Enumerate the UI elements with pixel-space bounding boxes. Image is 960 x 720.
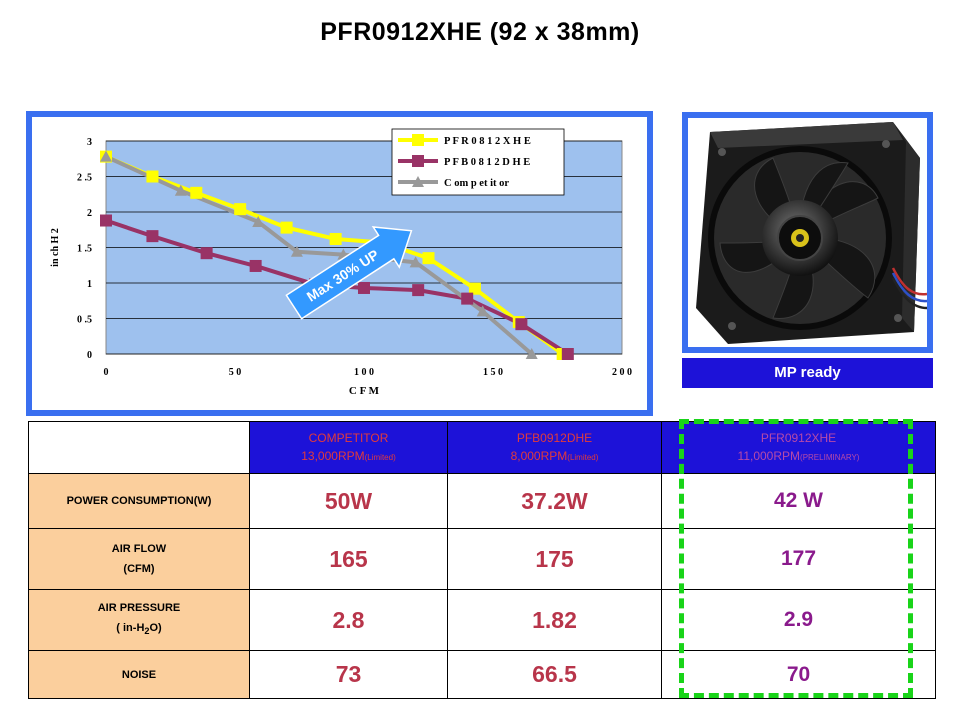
data-point: [252, 215, 265, 227]
data-point: [146, 170, 159, 183]
data-point: [515, 318, 528, 331]
legend-label: P F B 0 8 1 2 D H E: [444, 157, 530, 168]
row-label-noise: NOISE: [28, 650, 250, 699]
column-rpm: 8,000RPM: [510, 448, 568, 463]
value-cell: 73: [249, 650, 448, 699]
data-point: [412, 155, 424, 167]
legend-label: C om p et it or: [444, 178, 509, 189]
column-name: PFR0912XHE: [760, 430, 837, 445]
legend-label: P F R 0 8 1 2 X H E: [444, 136, 531, 147]
y-tick-label: 3: [87, 137, 92, 148]
value-cell: 70: [661, 650, 936, 699]
data-point: [200, 247, 213, 260]
row-label-text: AIR FLOW: [111, 543, 167, 555]
row-label-text: POWER CONSUMPTION(W): [66, 495, 212, 507]
data-point: [280, 221, 293, 234]
value-cell: 42 W: [661, 473, 936, 529]
row-label-text: AIR PRESSURE: [97, 602, 181, 615]
data-point: [174, 184, 187, 196]
y-tick-label: 0 .5: [77, 315, 92, 326]
data-point: [409, 256, 422, 268]
table-row: POWER CONSUMPTION(W) 50W 37.2W 42 W: [28, 473, 936, 529]
value-cell: 1.82: [447, 589, 662, 651]
column-name: PFB0912DHE: [516, 430, 593, 445]
slide-title: PFR0912XHE (92 x 38mm): [320, 18, 640, 46]
value-cell: 177: [661, 528, 936, 590]
row-label-unit: (CFM): [123, 563, 155, 575]
data-point: [100, 214, 112, 227]
header-competitor: COMPETITOR 13,000RPM(Limited): [249, 421, 448, 474]
data-point: [290, 245, 303, 257]
x-tick-label: 5 0: [229, 367, 242, 378]
data-point: [234, 203, 247, 216]
value-cell: 37.2W: [447, 473, 662, 529]
row-label-subscript: 2: [144, 626, 150, 637]
value-cell: 2.9: [661, 589, 936, 651]
row-label-pressure: AIR PRESSURE ( in-H2O): [28, 589, 250, 651]
column-rpm: 11,000RPM: [737, 448, 801, 463]
data-point: [525, 348, 538, 359]
annotation-arrow-shape: [285, 226, 413, 320]
column-note: (Limited): [567, 452, 599, 462]
column-note: (PRELIMINARY): [800, 452, 860, 462]
data-point: [422, 252, 435, 265]
x-tick-label: 1 0 0: [354, 367, 374, 378]
column-name: COMPETITOR: [308, 430, 389, 445]
chart-frame: 0 0 .5 1 1 .5 2 2 .5 3 0 5 0 1 0 0 1 5 0 2 0 0 C F M…: [26, 111, 653, 416]
chart-panel: 0 0 .5 1 1 .5 2 2 .5 3 0 5 0 1 0 0 1 5 0 2 0 0 C F M…: [32, 117, 647, 410]
data-point: [476, 305, 489, 317]
y-tick-label: 2: [87, 208, 92, 219]
x-tick-label: 0: [104, 367, 109, 378]
y-axis-label: in ch H 2: [50, 228, 61, 267]
value-cell: 165: [249, 528, 448, 590]
data-point: [249, 259, 262, 272]
pq-curve-chart: 0 0 .5 1 1 .5 2 2 .5 3 0 5 0 1 0 0 1 5 0 2 0 0 C F M…: [50, 128, 632, 397]
row-label-unit: ( in-H: [116, 622, 145, 635]
header-blank-cell: [28, 421, 250, 474]
header-pfr0912xhe: PFR0912XHE 11,000RPM(PRELIMINARY): [661, 421, 936, 474]
value-cell: 175: [447, 528, 662, 590]
fan-image-icon: [688, 118, 927, 347]
column-note: (Limited): [364, 452, 396, 462]
table-header-row: COMPETITOR 13,000RPM(Limited) PFB0912DHE…: [28, 421, 936, 474]
table-row: AIR FLOW (CFM) 165 175 177: [28, 528, 936, 590]
header-pfb0912dhe: PFB0912DHE 8,000RPM(Limited): [447, 421, 662, 474]
spec-comparison-table: COMPETITOR 13,000RPM(Limited) PFB0912DHE…: [28, 421, 936, 699]
value-cell: 66.5: [447, 650, 662, 699]
row-label-power: POWER CONSUMPTION(W): [28, 473, 250, 529]
data-point: [329, 232, 342, 245]
row-label-text: NOISE: [121, 668, 157, 681]
data-point: [100, 150, 112, 162]
photo-frame: [682, 112, 933, 353]
data-point: [461, 292, 474, 305]
value-cell: 50W: [249, 473, 448, 529]
row-label-airflow: AIR FLOW (CFM): [28, 528, 250, 590]
data-point: [561, 348, 574, 360]
data-point: [412, 176, 424, 187]
fan-photo: [688, 118, 927, 347]
x-tick-label: 1 5 0: [483, 367, 503, 378]
y-tick-label: 1: [87, 279, 92, 290]
table-row: AIR PRESSURE ( in-H2O) 2.8 1.82 2.9: [28, 589, 936, 651]
row-label-unit-tail: O): [149, 622, 162, 635]
data-point: [190, 186, 203, 199]
y-tick-label: 1 .5: [77, 244, 92, 255]
data-point: [468, 282, 481, 295]
x-axis-label: C F M: [349, 385, 380, 397]
data-point: [412, 284, 425, 297]
table-row: NOISE 73 66.5 70: [28, 650, 936, 699]
x-tick-label: 2 0 0: [612, 367, 632, 378]
y-tick-label: 0: [87, 350, 92, 361]
data-point: [412, 134, 424, 146]
mp-ready-badge: MP ready: [682, 358, 933, 388]
value-cell: 2.8: [249, 589, 448, 651]
data-point: [358, 281, 370, 294]
column-rpm: 13,000RPM: [301, 448, 365, 463]
y-tick-label: 2 .5: [77, 173, 92, 184]
data-point: [146, 230, 159, 243]
